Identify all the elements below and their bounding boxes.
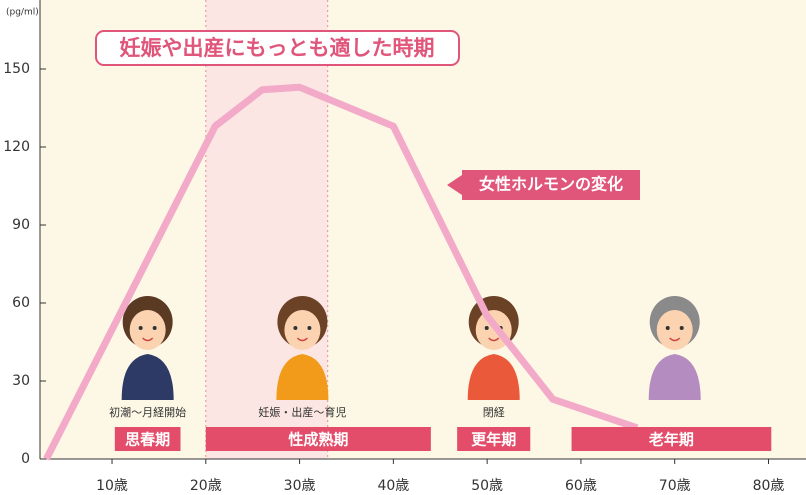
figure-eye	[307, 326, 311, 330]
figure-eye	[139, 326, 143, 330]
figure-eye	[293, 326, 297, 330]
figure-face	[657, 310, 693, 350]
y-tick-label: 90	[12, 217, 30, 233]
stage-caption: 初潮～月経開始	[109, 405, 186, 419]
annotation: 女性ホルモンの変化	[479, 175, 623, 194]
y-unit: (pg/ml)	[6, 8, 39, 18]
figure-eye	[666, 326, 670, 330]
stage-label: 更年期	[471, 431, 516, 449]
y-tick-label: 150	[3, 61, 30, 77]
x-tick-label: 10歳	[96, 478, 128, 494]
x-tick-label: 50歳	[471, 478, 503, 494]
chart-title: 妊娠や出産にもっとも適した時期	[120, 36, 435, 60]
figure-face	[284, 310, 320, 350]
figure-eye	[680, 326, 684, 330]
stage-label: 老年期	[648, 431, 694, 449]
x-tick-label: 20歳	[190, 478, 222, 494]
figure-eye	[153, 326, 157, 330]
y-tick-label: 120	[3, 139, 30, 155]
figure-eye	[485, 326, 489, 330]
stage-label: 性成熟期	[288, 431, 348, 449]
x-tick-label: 40歳	[377, 478, 409, 494]
stage-label: 思春期	[125, 431, 170, 449]
x-tick-label: 80歳	[753, 478, 785, 494]
y-tick-label: 60	[12, 295, 30, 311]
x-tick-label: 30歳	[284, 478, 316, 494]
x-tick-label: 70歳	[659, 478, 691, 494]
stage-caption: 妊娠・出産～育児	[258, 405, 346, 419]
figure-face	[130, 310, 166, 350]
y-tick-label: 0	[21, 451, 30, 467]
x-tick-label: 60歳	[565, 478, 597, 494]
stage-caption: 閉経	[483, 406, 505, 419]
y-tick-label: 30	[12, 373, 30, 389]
chart: (pg/ml) 妊娠や出産にもっとも適した時期 女性ホルモンの変化 0 30 60 9…	[0, 0, 806, 495]
